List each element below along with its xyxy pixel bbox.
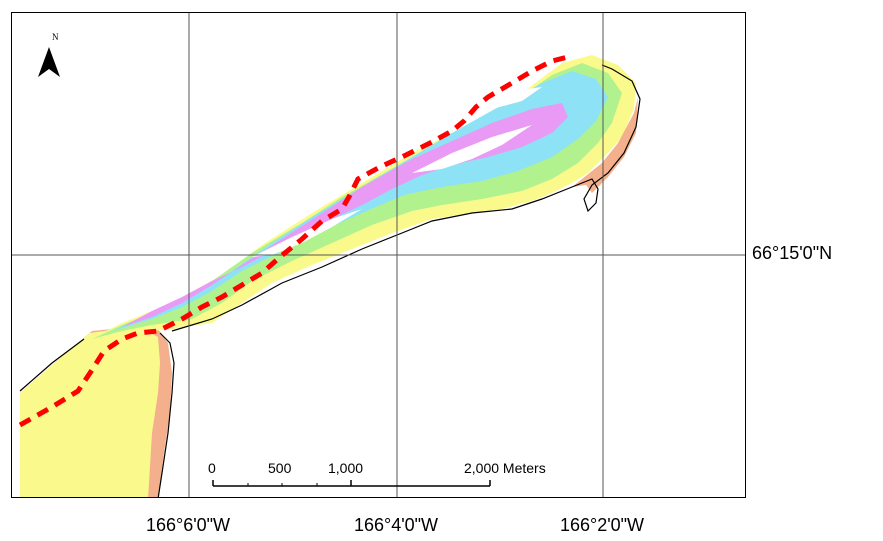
longitude-label-166-4: 166°4'0"W: [353, 515, 439, 535]
longitude-label-166-6: 166°6'0"W: [145, 515, 231, 535]
land-salmon-east: [572, 97, 638, 193]
scale-tick-1000: 1,000: [328, 460, 364, 476]
land-white-streak-1: [252, 209, 362, 257]
north-arrow-label: N: [52, 32, 59, 42]
land-white-streak-3: [472, 87, 542, 109]
scale-tick-500: 500: [268, 460, 292, 476]
longitude-label-166-2: 166°2'0"W: [559, 515, 645, 535]
map-frame: N 0 500 1,000 2,000 Meters: [11, 12, 746, 498]
coastline: [19, 64, 641, 497]
scale-bar: [212, 480, 491, 487]
latitude-label-66-15: 66°15'0"N: [752, 243, 833, 263]
land-yellow-sw: [20, 329, 160, 497]
map-canvas[interactable]: [12, 13, 746, 498]
land-white-streak-2: [412, 125, 532, 173]
north-arrow-icon: [38, 47, 60, 77]
route-line[interactable]: [18, 54, 569, 428]
scale-tick-2000-meters: 2,000 Meters: [464, 460, 546, 476]
scale-tick-0: 0: [208, 460, 216, 476]
